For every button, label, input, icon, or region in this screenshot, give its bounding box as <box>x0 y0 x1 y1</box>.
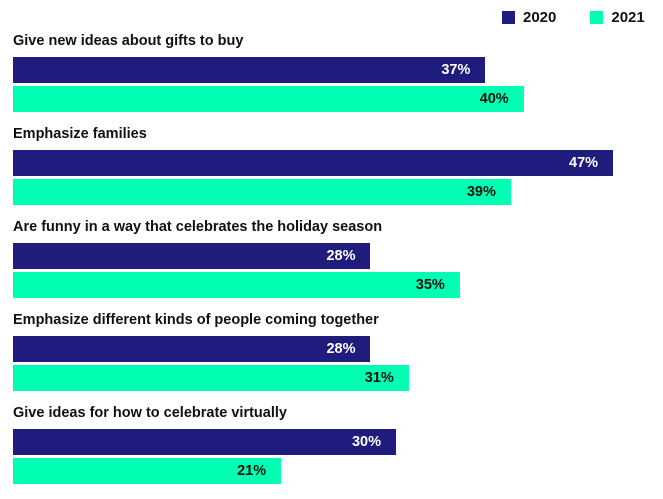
bar-2021 <box>13 179 511 205</box>
bar-2021 <box>13 86 524 112</box>
legend-label: 2020 <box>523 9 557 26</box>
data-label: 47% <box>569 155 599 171</box>
category-label: Emphasize different kinds of people comi… <box>13 312 379 328</box>
data-label: 35% <box>415 277 445 293</box>
legend-item-2021: 2021 <box>590 9 645 26</box>
data-label: 31% <box>364 370 394 386</box>
legend-item-2020: 2020 <box>502 9 556 26</box>
bar-2020 <box>13 57 486 83</box>
category-label: Emphasize families <box>13 126 147 142</box>
data-label: 37% <box>441 62 471 78</box>
data-label: 21% <box>237 463 267 479</box>
data-label: 28% <box>326 248 356 264</box>
bar-2020 <box>13 243 371 269</box>
category-label: Give ideas for how to celebrate virtuall… <box>13 405 287 421</box>
bar-2020 <box>13 150 613 176</box>
bar-2020 <box>13 429 396 455</box>
data-label: 39% <box>466 184 496 200</box>
category-label: Are funny in a way that celebrates the h… <box>13 219 383 235</box>
bar-2021 <box>13 458 282 484</box>
data-label: 30% <box>351 434 381 450</box>
bar-2021 <box>13 365 409 391</box>
legend: 2020 2021 <box>502 9 663 26</box>
bar-2020 <box>13 336 371 362</box>
legend-label: 2021 <box>611 9 645 26</box>
bar-2021 <box>13 272 460 298</box>
legend-swatch-2020 <box>502 11 515 24</box>
legend-swatch-2021 <box>590 11 604 24</box>
category-label: Give new ideas about gifts to buy <box>13 33 244 49</box>
data-label: 40% <box>479 91 509 107</box>
data-label: 28% <box>326 341 356 357</box>
